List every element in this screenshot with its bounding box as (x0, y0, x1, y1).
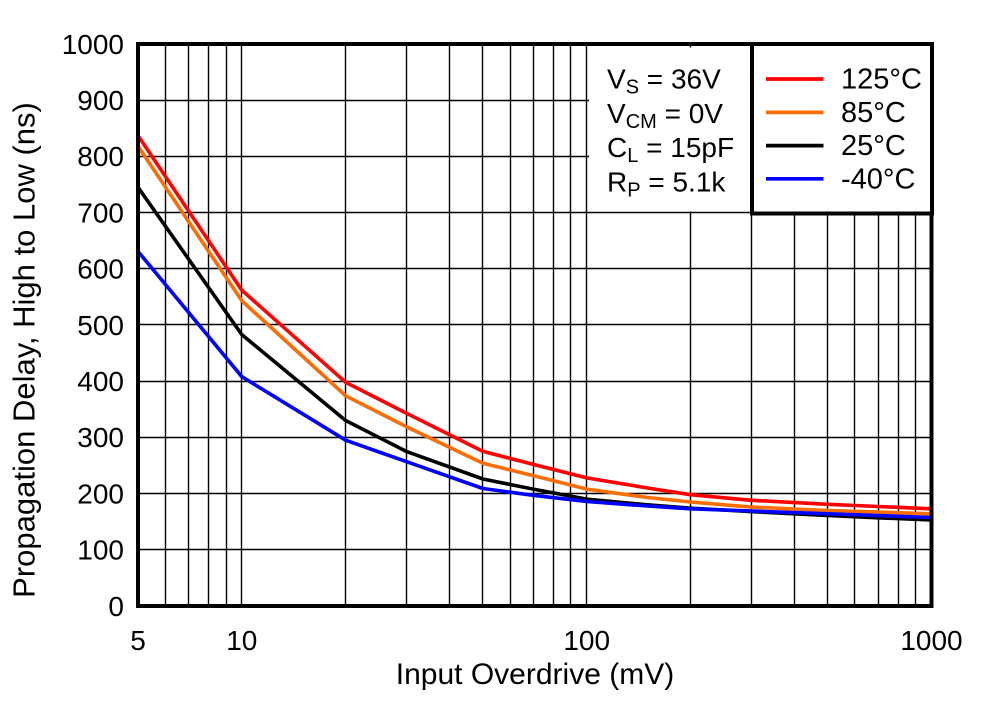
svg-text:VCM = 0V: VCM = 0V (607, 98, 723, 133)
svg-text:100: 100 (563, 625, 610, 656)
svg-text:100: 100 (77, 535, 124, 566)
svg-text:25°C: 25°C (841, 130, 906, 162)
svg-text:600: 600 (77, 254, 124, 285)
svg-text:5: 5 (130, 625, 146, 656)
svg-text:300: 300 (77, 422, 124, 453)
svg-text:RP = 5.1k: RP = 5.1k (607, 166, 726, 201)
svg-text:CL = 15pF: CL = 15pF (607, 132, 734, 167)
svg-text:Propagation Delay, High to Low: Propagation Delay, High to Low (ns) (7, 102, 42, 598)
svg-text:500: 500 (77, 310, 124, 341)
svg-text:10: 10 (226, 625, 257, 656)
svg-text:VS = 36V: VS = 36V (607, 64, 721, 99)
svg-text:200: 200 (77, 478, 124, 509)
svg-text:700: 700 (77, 197, 124, 228)
svg-text:85°C: 85°C (841, 97, 906, 129)
svg-text:900: 900 (77, 85, 124, 116)
svg-text:-40°C: -40°C (841, 163, 915, 195)
svg-text:Input Overdrive (mV): Input Overdrive (mV) (396, 658, 674, 691)
svg-text:125°C: 125°C (841, 64, 922, 96)
svg-text:1000: 1000 (900, 625, 962, 656)
svg-text:800: 800 (77, 141, 124, 172)
svg-text:1000: 1000 (62, 29, 124, 60)
svg-text:400: 400 (77, 366, 124, 397)
svg-text:0: 0 (108, 591, 124, 622)
